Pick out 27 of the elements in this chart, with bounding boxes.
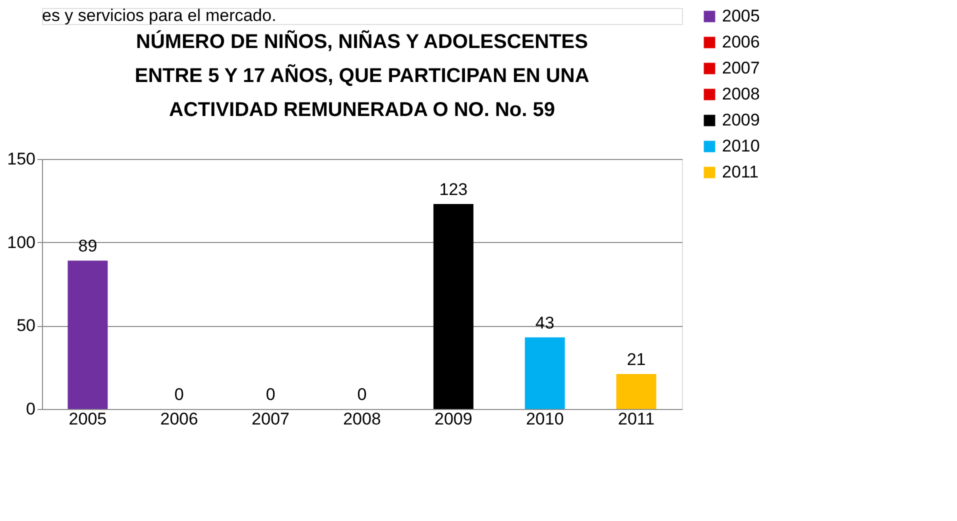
data-label: 0: [174, 385, 184, 404]
data-label: 0: [266, 385, 276, 404]
y-tick-label: 0: [26, 400, 36, 418]
x-tick-label: 2007: [252, 410, 290, 428]
chart-title: NÚMERO DE NIÑOS, NIÑAS Y ADOLESCENTES ENTRE 5 Y 17 AÑOS, QUE PARTICIPAN EN UNA ACTIVIDAD REMUNERADA O NO. No. 59: [134, 30, 590, 121]
legend-label: 2007: [722, 58, 760, 78]
data-label: 89: [78, 236, 98, 256]
x-tick-label: 2005: [68, 410, 107, 428]
data-label: 21: [626, 350, 646, 369]
data-label: 0: [357, 385, 367, 404]
x-tick-label: 2006: [160, 410, 198, 428]
x-tick-label: 2008: [343, 410, 381, 428]
y-tick-label: 50: [16, 316, 36, 336]
legend-label: 2010: [722, 136, 760, 156]
data-label: 123: [439, 180, 468, 199]
legend-label: 2006: [722, 32, 760, 52]
x-tick-label: 2010: [526, 410, 564, 428]
legend-label: 2008: [722, 84, 760, 104]
legend-label: 2009: [722, 110, 760, 130]
legend-label: 2011: [722, 162, 759, 182]
data-label: 43: [535, 313, 554, 332]
y-tick-label: 100: [7, 232, 36, 252]
x-tick-label: 2011: [618, 410, 655, 428]
text: es y servicios para el mercado.: [42, 6, 276, 25]
legend-label: 2005: [722, 6, 760, 26]
x-tick-label: 2009: [434, 410, 472, 428]
y-tick-label: 150: [7, 150, 36, 168]
